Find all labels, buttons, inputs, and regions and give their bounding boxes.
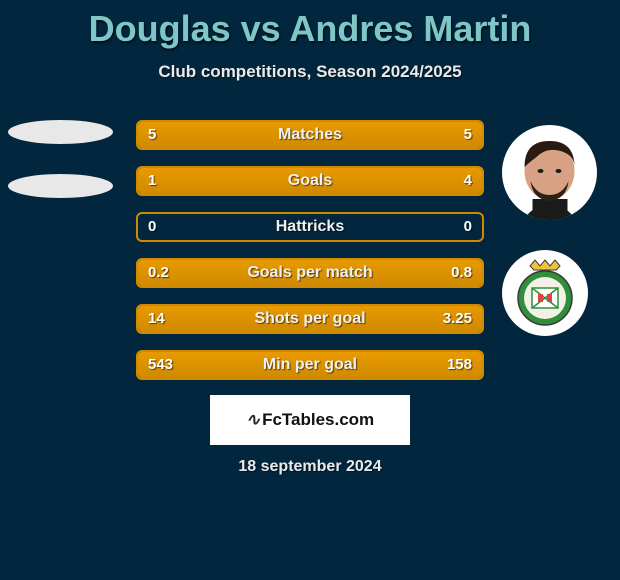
stat-value-left: 0.2	[148, 260, 169, 286]
page-title: Douglas vs Andres Martin	[0, 0, 620, 50]
right-player-photo	[502, 125, 597, 220]
stat-value-right: 158	[447, 352, 472, 378]
stats-bar-chart: Matches55Goals14Hattricks00Goals per mat…	[136, 120, 484, 396]
stat-row: Goals1 4	[136, 166, 484, 196]
stat-value-right: 4	[464, 168, 472, 194]
stat-row: Goals per match0.2 0.8	[136, 258, 484, 288]
stat-value-right: 3.25	[443, 306, 472, 332]
stat-row: Hattricks0 0	[136, 212, 484, 242]
stat-value-right: 0.8	[451, 260, 472, 286]
left-player-photo-placeholder	[8, 120, 113, 144]
stat-label: Matches	[138, 122, 482, 148]
stat-label: Hattricks	[138, 214, 482, 240]
stat-row: Matches5 5	[136, 120, 484, 150]
stat-label: Goals	[138, 168, 482, 194]
stat-value-right: 5	[464, 122, 472, 148]
left-player-column	[8, 120, 123, 228]
right-player-crest	[502, 250, 588, 336]
stat-label: Min per goal	[138, 352, 482, 378]
attribution-text: FcTables.com	[262, 410, 374, 430]
attribution-icon: ∿	[246, 410, 260, 430]
stat-row: Shots per goal14 3.25	[136, 304, 484, 334]
right-player-column	[502, 125, 602, 336]
stat-label: Shots per goal	[138, 306, 482, 332]
stat-row: Min per goal543 158	[136, 350, 484, 380]
avatar	[502, 137, 597, 220]
stat-value-left: 543	[148, 352, 173, 378]
stat-value-left: 14	[148, 306, 165, 332]
page-subtitle: Club competitions, Season 2024/2025	[0, 62, 620, 82]
stat-label: Goals per match	[138, 260, 482, 286]
attribution-badge: ∿ FcTables.com	[210, 395, 410, 445]
stat-value-left: 1	[148, 168, 156, 194]
date-label: 18 september 2024	[0, 458, 620, 476]
stat-value-left: 0	[148, 214, 156, 240]
stat-value-left: 5	[148, 122, 156, 148]
left-player-crest-placeholder	[8, 174, 113, 198]
stat-value-right: 0	[464, 214, 472, 240]
